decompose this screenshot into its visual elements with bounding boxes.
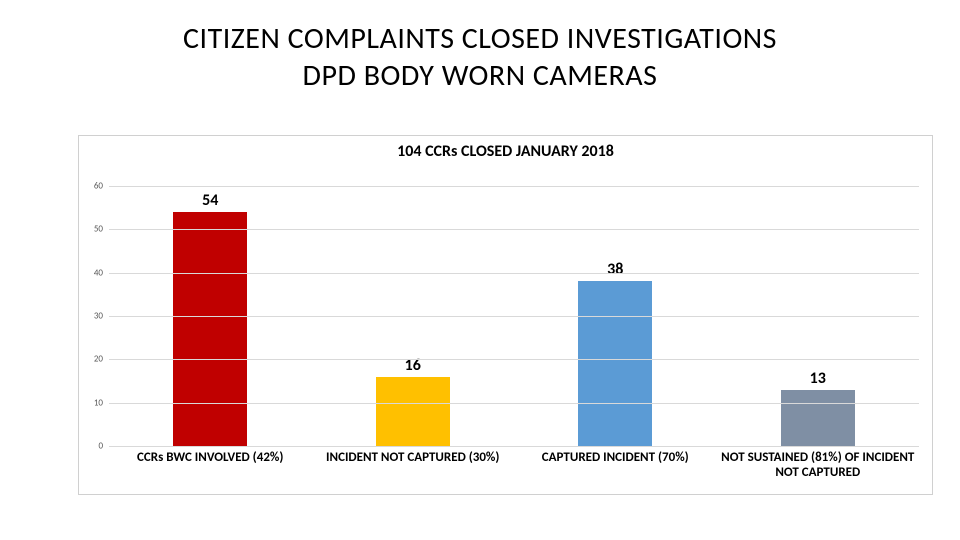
x-axis-category-label: CCRs BWC INVOLVED (42%) [109, 451, 312, 466]
y-tick-label: 30 [94, 311, 103, 322]
bar [173, 212, 247, 446]
bar-value-label: 13 [810, 369, 826, 388]
x-axis-category-label: NOT SUSTAINED (81%) OF INCIDENT NOT CAPT… [717, 451, 920, 481]
slide-title: CITIZEN COMPLAINTS CLOSED INVESTIGATIONS… [0, 20, 960, 94]
plot-area: 54163813 0102030405060 [109, 186, 919, 446]
gridline [109, 403, 919, 404]
x-axis-category-label: INCIDENT NOT CAPTURED (30%) [312, 451, 515, 466]
y-tick-label: 50 [94, 224, 103, 235]
x-axis-labels: CCRs BWC INVOLVED (42%)INCIDENT NOT CAPT… [109, 451, 919, 491]
bar [376, 377, 450, 446]
bar [578, 281, 652, 446]
chart-title: 104 CCRs CLOSED JANUARY 2018 [79, 142, 932, 161]
gridline [109, 229, 919, 230]
y-tick-label: 10 [94, 397, 103, 408]
y-tick-label: 60 [94, 181, 103, 192]
gridline [109, 359, 919, 360]
x-axis-category-label: CAPTURED INCIDENT (70%) [514, 451, 717, 466]
y-tick-label: 40 [94, 267, 103, 278]
gridline [109, 446, 919, 447]
title-line-1: CITIZEN COMPLAINTS CLOSED INVESTIGATIONS [0, 20, 960, 57]
bar-value-label: 54 [202, 191, 218, 210]
title-line-2: DPD BODY WORN CAMERAS [0, 57, 960, 94]
chart-frame: 104 CCRs CLOSED JANUARY 2018 54163813 01… [78, 135, 933, 495]
y-tick-label: 20 [94, 354, 103, 365]
gridline [109, 186, 919, 187]
slide: CITIZEN COMPLAINTS CLOSED INVESTIGATIONS… [0, 0, 960, 540]
bar [781, 390, 855, 446]
gridline [109, 316, 919, 317]
gridline [109, 273, 919, 274]
y-tick-label: 0 [98, 441, 103, 452]
bar-value-label: 38 [607, 260, 623, 279]
